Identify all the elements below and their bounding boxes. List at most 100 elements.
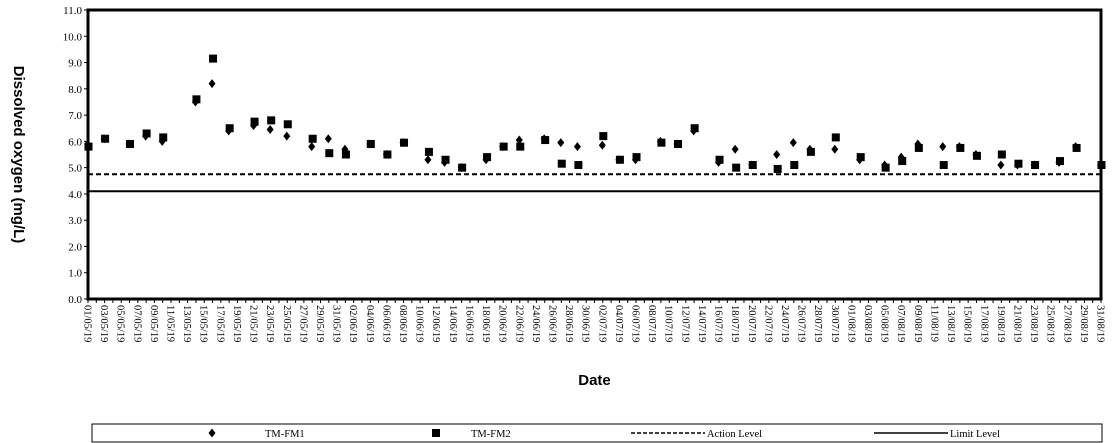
- tm-fm2-point: [732, 163, 741, 172]
- x-tick-label: 02/06/19: [347, 305, 358, 342]
- x-tick-label: 28/07/19: [812, 305, 823, 342]
- x-tick-label: 17/05/19: [214, 305, 225, 342]
- tm-fm2-point: [914, 143, 923, 152]
- x-tick-label: 09/08/19: [912, 305, 923, 342]
- x-tick-label: 18/06/19: [480, 305, 491, 342]
- x-tick-label: 03/05/19: [98, 305, 109, 342]
- tm-fm2-point: [483, 153, 492, 162]
- x-tick-label: 30/07/19: [829, 305, 840, 342]
- x-tick-label: 27/08/19: [1061, 305, 1072, 342]
- x-tick-label: 17/08/19: [978, 305, 989, 342]
- x-tick-label: 23/05/19: [264, 305, 275, 342]
- tm-fm1-point: [283, 131, 291, 141]
- data-points: [84, 54, 1106, 173]
- x-tick-label: 06/07/19: [630, 305, 641, 342]
- tm-fm2-point: [806, 147, 815, 156]
- reference-lines: [88, 173, 1101, 193]
- x-tick-label: 31/05/19: [331, 305, 342, 342]
- y-tick-label: 8.0: [68, 84, 82, 96]
- x-tick-label: 06/06/19: [380, 305, 391, 342]
- x-tick-label: 11/08/19: [928, 305, 939, 342]
- tm-fm1-point: [939, 142, 947, 152]
- tm-fm1-point: [789, 138, 797, 148]
- x-tick-label: 28/06/19: [563, 305, 574, 342]
- tm-fm1-point: [997, 160, 1005, 170]
- y-axis-title: Dissolved oxygen (mg/L): [10, 66, 27, 244]
- x-tick-label: 05/05/19: [115, 305, 126, 342]
- y-tick-label: 7.0: [68, 110, 82, 122]
- tm-fm2-point: [142, 129, 151, 138]
- tm-fm2-point: [748, 161, 757, 170]
- tm-fm1-point: [598, 140, 606, 150]
- x-tick-label: 07/05/19: [131, 305, 142, 342]
- tm-fm2-point: [458, 163, 467, 172]
- x-tick-label: 19/05/19: [231, 305, 242, 342]
- tm-fm1-point: [308, 142, 316, 152]
- tm-fm1-point: [266, 125, 274, 135]
- x-tick-label: 26/06/19: [546, 305, 557, 342]
- x-tick-label: 25/08/19: [1045, 305, 1056, 342]
- tm-fm2-point: [856, 153, 865, 162]
- tm-fm2-point: [366, 139, 375, 148]
- x-tick-label: 12/07/19: [679, 305, 690, 342]
- tm-fm2-point: [657, 138, 666, 147]
- y-tick-label: 5.0: [68, 163, 82, 175]
- tm-fm2-point: [1031, 161, 1040, 170]
- tm-fm2-point: [715, 155, 724, 164]
- x-tick-label: 22/07/19: [762, 305, 773, 342]
- x-tick-label: 20/07/19: [746, 305, 757, 342]
- legend-label: TM-FM1: [265, 429, 305, 440]
- x-tick-label: 27/05/19: [297, 305, 308, 342]
- legend-box: [91, 423, 1103, 443]
- tm-fm2-point: [632, 153, 641, 162]
- legend: TM-FM1 TM-FM2 Action Level Limit Level: [91, 423, 1103, 443]
- x-tick-label: 14/06/19: [447, 305, 458, 342]
- x-tick-label: 02/07/19: [596, 305, 607, 342]
- tm-fm1-point: [515, 135, 523, 145]
- tm-fm2-point: [574, 161, 583, 170]
- tm-fm2-point: [1014, 159, 1023, 168]
- tm-fm2-point: [126, 139, 135, 148]
- x-tick-label: 09/05/19: [148, 305, 159, 342]
- y-tick-label: 11.0: [63, 5, 82, 17]
- tm-fm2-point: [881, 163, 890, 172]
- tm-fm1-point: [731, 144, 739, 154]
- tm-fm2-point: [972, 151, 981, 160]
- x-tick-label: 26/07/19: [796, 305, 807, 342]
- tm-fm2-point: [159, 133, 168, 142]
- tm-fm2-point: [831, 133, 840, 142]
- tm-fm2-point: [1072, 143, 1081, 152]
- tm-fm2-point: [267, 116, 276, 125]
- tm-fm2-point: [325, 149, 334, 158]
- tm-fm2-point: [209, 54, 218, 63]
- x-tick-label: 16/06/19: [463, 305, 474, 342]
- tm-fm2-point: [997, 150, 1006, 159]
- tm-fm2-point: [341, 150, 350, 159]
- legend-square-icon: [432, 429, 440, 437]
- x-tick-label: 05/08/19: [879, 305, 890, 342]
- y-axis-ticks: 0.0 1.0 2.0 3.0 4.0 5.0 6.0 7.0 8.0 9.0 10.0 11.0: [63, 5, 88, 306]
- tm-fm1-point: [773, 150, 781, 159]
- tm-fm2-point: [499, 142, 508, 151]
- x-tick-label: 01/05/19: [82, 305, 93, 342]
- x-tick-label: 10/06/19: [414, 305, 425, 342]
- x-tick-label: 31/08/19: [1095, 305, 1106, 342]
- y-tick-label: 6.0: [68, 136, 82, 148]
- x-tick-label: 04/07/19: [613, 305, 624, 342]
- tm-fm1-point: [573, 142, 581, 152]
- tm-fm2-point: [383, 150, 392, 159]
- x-tick-label: 03/08/19: [862, 305, 873, 342]
- legend-label: Action Level: [707, 429, 762, 440]
- x-tick-label: 15/05/19: [198, 305, 209, 342]
- y-tick-label: 2.0: [68, 241, 82, 253]
- x-tick-label: 25/05/19: [281, 305, 292, 342]
- x-tick-label: 16/07/19: [713, 305, 724, 342]
- tm-fm2-point: [400, 138, 409, 147]
- tm-fm2-point: [557, 159, 566, 168]
- tm-fm2-point: [541, 136, 550, 145]
- x-tick-label: 13/08/19: [945, 305, 956, 342]
- x-tick-label: 14/07/19: [696, 305, 707, 342]
- tm-fm2-point: [939, 161, 948, 170]
- x-tick-label: 21/08/19: [1011, 305, 1022, 342]
